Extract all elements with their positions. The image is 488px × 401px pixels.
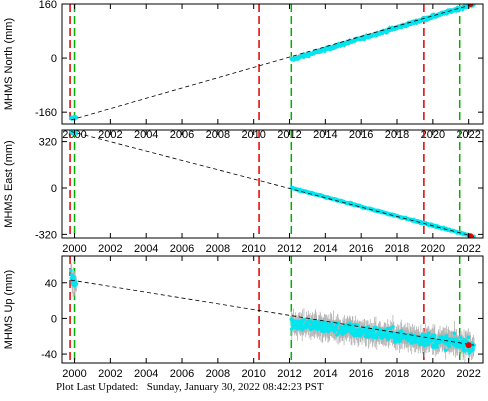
data-points xyxy=(69,268,476,355)
data-points xyxy=(69,4,476,121)
footer-label: Plot Last Updated: xyxy=(56,381,139,393)
panel-plot-area xyxy=(69,130,476,238)
x-tick-label: 2000 xyxy=(62,243,86,255)
data-point xyxy=(443,348,448,353)
data-point xyxy=(333,328,338,332)
data-points xyxy=(69,130,476,238)
y-axis-label: MHMS Up (mm) xyxy=(3,270,15,349)
x-tick-label: 2012 xyxy=(277,243,301,255)
data-point xyxy=(302,317,306,322)
data-point xyxy=(399,329,404,333)
x-tick-label: 2008 xyxy=(206,243,230,255)
data-point xyxy=(289,327,294,331)
panel-plot-area xyxy=(69,4,476,124)
x-tick-label: 2000 xyxy=(62,368,86,380)
data-point xyxy=(396,334,401,339)
data-point xyxy=(388,326,393,331)
data-point xyxy=(444,334,449,338)
data-point xyxy=(374,335,379,340)
x-tick-label: 2016 xyxy=(349,243,373,255)
data-point xyxy=(408,337,413,342)
data-point xyxy=(355,323,360,328)
data-point xyxy=(360,332,364,336)
data-point xyxy=(71,274,76,279)
data-point xyxy=(422,343,427,348)
data-point xyxy=(426,342,431,347)
data-point xyxy=(458,335,463,340)
y-tick-label: -160 xyxy=(35,107,57,119)
y-tick-label: 40 xyxy=(45,278,57,290)
data-point xyxy=(391,325,395,329)
data-point xyxy=(378,327,383,331)
x-tick-label: 2022 xyxy=(456,243,480,255)
data-point xyxy=(432,334,437,338)
data-point xyxy=(344,329,349,334)
y-tick-label: -320 xyxy=(35,229,57,241)
data-point xyxy=(385,326,390,331)
data-point xyxy=(371,330,376,334)
data-point xyxy=(447,344,451,349)
data-point xyxy=(398,339,403,343)
data-point xyxy=(363,334,368,339)
x-tick-label: 2020 xyxy=(421,243,445,255)
y-axis-label: MHMS East (mm) xyxy=(3,140,15,227)
x-tick-label: 2006 xyxy=(170,368,194,380)
data-point xyxy=(466,335,471,340)
data-point xyxy=(335,333,339,337)
x-tick-label: 2002 xyxy=(98,243,122,255)
data-point xyxy=(74,115,79,120)
x-tick-label: 2020 xyxy=(421,368,445,380)
x-tick-label: 2014 xyxy=(313,368,337,380)
y-tick-label: -40 xyxy=(41,349,57,361)
latest-point-marker xyxy=(465,342,472,349)
y-tick-label: 0 xyxy=(51,183,57,195)
data-point xyxy=(435,345,439,349)
x-tick-label: 2018 xyxy=(385,368,409,380)
x-tick-label: 2010 xyxy=(241,368,265,380)
data-point xyxy=(374,325,378,330)
footer-timestamp: Sunday, January 30, 2022 08:42:23 PST xyxy=(146,381,324,393)
data-point xyxy=(74,131,79,136)
x-tick-label: 2012 xyxy=(277,368,301,380)
panel-1: 320 0 -320 2000 2002 2004 2006 2008 2010 2012 2014… xyxy=(3,129,484,255)
data-point xyxy=(336,321,341,326)
panel-plot-area xyxy=(69,256,476,363)
x-tick-label: 2006 xyxy=(170,243,194,255)
data-point xyxy=(471,347,475,352)
data-point xyxy=(392,331,396,335)
data-point xyxy=(463,349,467,353)
error-bars xyxy=(70,4,475,121)
x-tick-label: 2022 xyxy=(456,368,480,380)
y-tick-label: 320 xyxy=(39,137,57,149)
panel-2: 40 0 -40 2000 2002 2004 2006 2008 2010 2012 2014 20… xyxy=(3,255,484,380)
data-point xyxy=(69,268,73,273)
plot-updated-footer: Plot Last Updated: Sunday, January 30, 2… xyxy=(56,381,324,393)
panel-frame xyxy=(61,255,484,364)
x-tick-label: 2016 xyxy=(349,368,373,380)
y-tick-label: 0 xyxy=(51,53,57,65)
panel-frame xyxy=(61,129,484,239)
trend-line xyxy=(70,4,475,121)
data-point xyxy=(299,322,304,327)
trend-line xyxy=(70,279,475,346)
panel-0: 1600-16020002002200420062008201020122014… xyxy=(3,0,484,141)
x-tick-label: 2004 xyxy=(134,243,158,255)
panel-frame xyxy=(61,3,484,125)
x-tick-label: 2018 xyxy=(385,243,409,255)
y-tick-label: 160 xyxy=(39,0,57,11)
x-tick-label: 2010 xyxy=(241,243,265,255)
data-point xyxy=(452,331,457,336)
x-tick-label: 2002 xyxy=(98,368,122,380)
data-point xyxy=(74,282,79,286)
y-tick-label: 0 xyxy=(51,313,57,325)
y-axis-label: MHMS North (mm) xyxy=(3,18,15,110)
data-point xyxy=(426,331,431,336)
trend-line xyxy=(70,131,475,237)
x-tick-label: 2014 xyxy=(313,243,337,255)
x-tick-label: 2008 xyxy=(206,368,230,380)
x-tick-label: 2004 xyxy=(134,368,158,380)
